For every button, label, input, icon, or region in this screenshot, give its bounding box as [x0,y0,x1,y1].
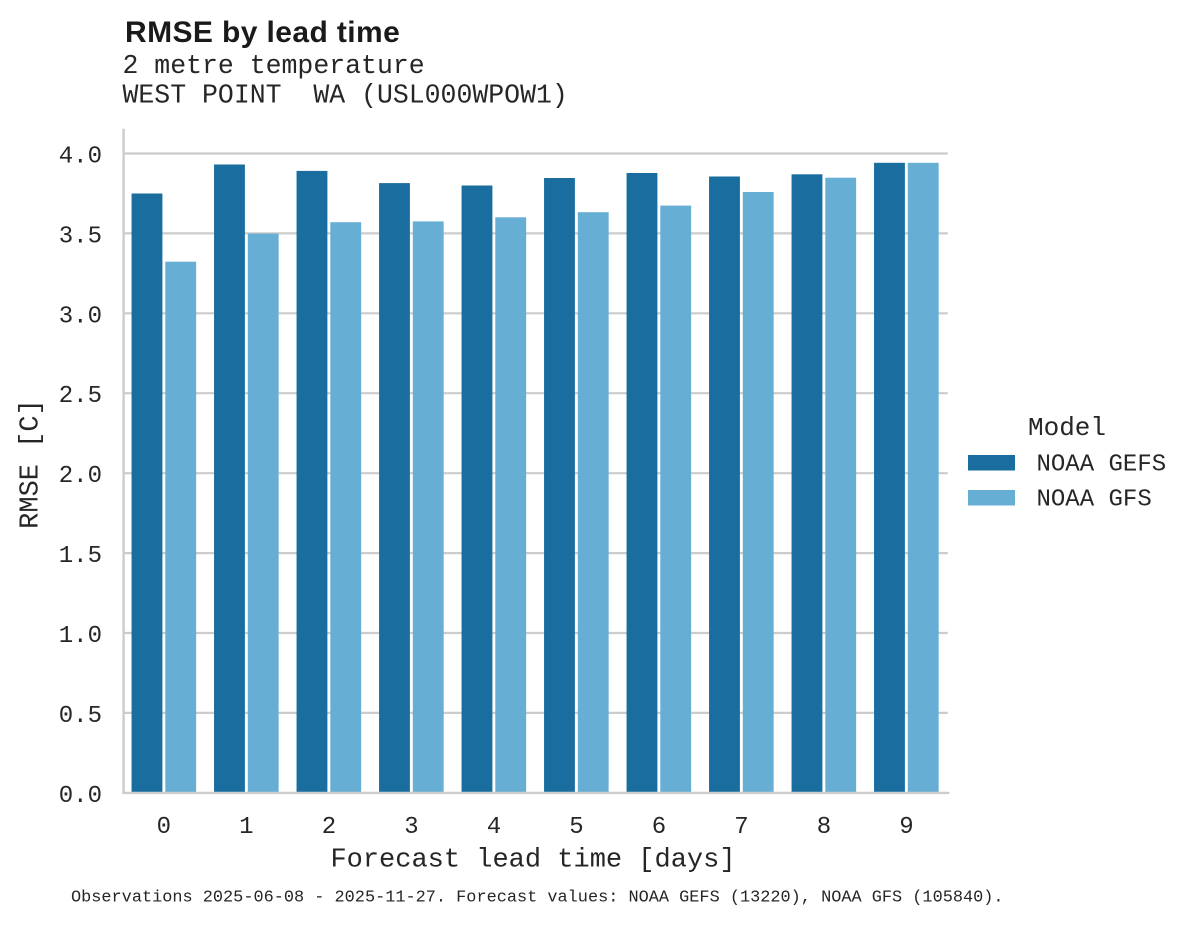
svg-text:0.5: 0.5 [59,703,102,730]
svg-text:4.0: 4.0 [59,144,102,171]
svg-text:Model: Model [1028,413,1106,443]
svg-text:5: 5 [569,814,583,841]
svg-text:1.0: 1.0 [59,623,102,650]
svg-text:2: 2 [322,814,336,841]
svg-text:Forecast lead time [days]: Forecast lead time [days] [330,846,735,876]
svg-text:2.5: 2.5 [59,383,102,410]
svg-text:1: 1 [239,814,253,841]
svg-text:0: 0 [157,814,171,841]
svg-text:3.5: 3.5 [59,223,102,250]
svg-text:1.5: 1.5 [59,543,102,570]
svg-text:RMSE by lead time: RMSE by lead time [125,16,400,49]
svg-text:Observations 2025-06-08 - 2025: Observations 2025-06-08 - 2025-11-27. Fo… [71,889,1004,908]
svg-text:7: 7 [734,814,748,841]
svg-text:3: 3 [404,814,418,841]
svg-text:4: 4 [487,814,501,841]
svg-text:NOAA GFS: NOAA GFS [1037,487,1152,514]
svg-text:9: 9 [899,814,913,841]
svg-text:WEST POINT WA (USL000WPOW1): WEST POINT WA (USL000WPOW1) [123,80,568,110]
svg-text:2 metre temperature: 2 metre temperature [123,51,425,81]
svg-text:0.0: 0.0 [59,783,102,810]
svg-text:6: 6 [652,814,666,841]
svg-text:RMSE [C]: RMSE [C] [17,399,47,529]
svg-text:NOAA GEFS: NOAA GEFS [1037,452,1167,479]
svg-text:2.0: 2.0 [59,463,102,490]
svg-text:3.0: 3.0 [59,303,102,330]
svg-text:8: 8 [817,814,831,841]
